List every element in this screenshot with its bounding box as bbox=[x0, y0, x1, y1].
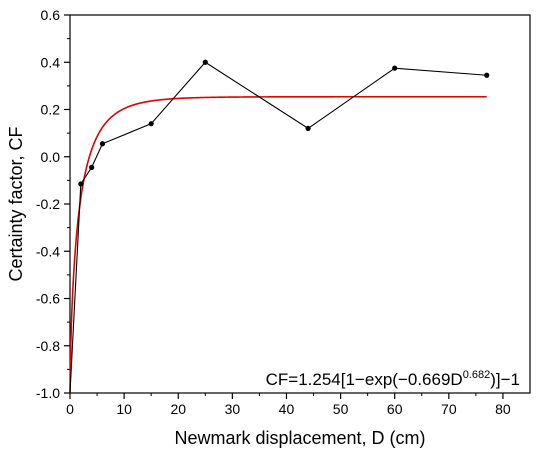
x-tick-label: 50 bbox=[333, 401, 349, 417]
observed-data-point bbox=[305, 125, 311, 131]
y-axis-title: Certainty factor, CF bbox=[6, 126, 26, 281]
x-axis-title: Newmark displacement, D (cm) bbox=[174, 428, 425, 448]
x-tick-label: 80 bbox=[495, 401, 511, 417]
x-tick-label: 60 bbox=[387, 401, 403, 417]
fit-curve-line bbox=[69, 95, 487, 394]
y-axis-ticks: -1.0 -0.8 -0.6 -0.4 -0.2 0.0 0.2 0.4 0.6 bbox=[36, 7, 70, 401]
plot-frame bbox=[69, 14, 531, 394]
x-tick-label: 40 bbox=[279, 401, 295, 417]
y-tick-label: 0.0 bbox=[41, 149, 61, 165]
y-tick-label: 0.6 bbox=[41, 7, 61, 23]
y-tick-label: 0.4 bbox=[41, 54, 61, 70]
x-axis-ticks: 0 10 20 30 40 50 60 70 80 bbox=[66, 393, 511, 417]
y-tick-label: -0.6 bbox=[36, 291, 60, 307]
observed-data-point bbox=[99, 141, 106, 147]
x-tick-label: 0 bbox=[66, 401, 74, 417]
series-layer bbox=[69, 59, 490, 394]
y-tick-label: -0.8 bbox=[36, 338, 60, 354]
x-tick-label: 30 bbox=[225, 401, 241, 417]
observed-data-point bbox=[78, 181, 84, 187]
observed-data-point bbox=[89, 164, 95, 170]
observed-data-point bbox=[202, 59, 208, 65]
y-tick-label: -1.0 bbox=[36, 385, 60, 401]
x-tick-label: 10 bbox=[116, 401, 132, 417]
x-tick-label: 70 bbox=[441, 401, 457, 417]
y-tick-label: 0.2 bbox=[41, 102, 61, 118]
x-tick-label: 20 bbox=[170, 401, 186, 417]
y-tick-label: -0.4 bbox=[36, 243, 60, 259]
y-tick-label: -0.2 bbox=[36, 196, 60, 212]
observed-series-line bbox=[69, 61, 487, 394]
observed-data-point bbox=[392, 65, 398, 71]
observed-data-point bbox=[148, 121, 154, 127]
fit-equation-annotation: CF=1.254[1−exp(−0.669D0.682)]−1 bbox=[266, 369, 520, 389]
observed-data-point bbox=[484, 72, 490, 78]
